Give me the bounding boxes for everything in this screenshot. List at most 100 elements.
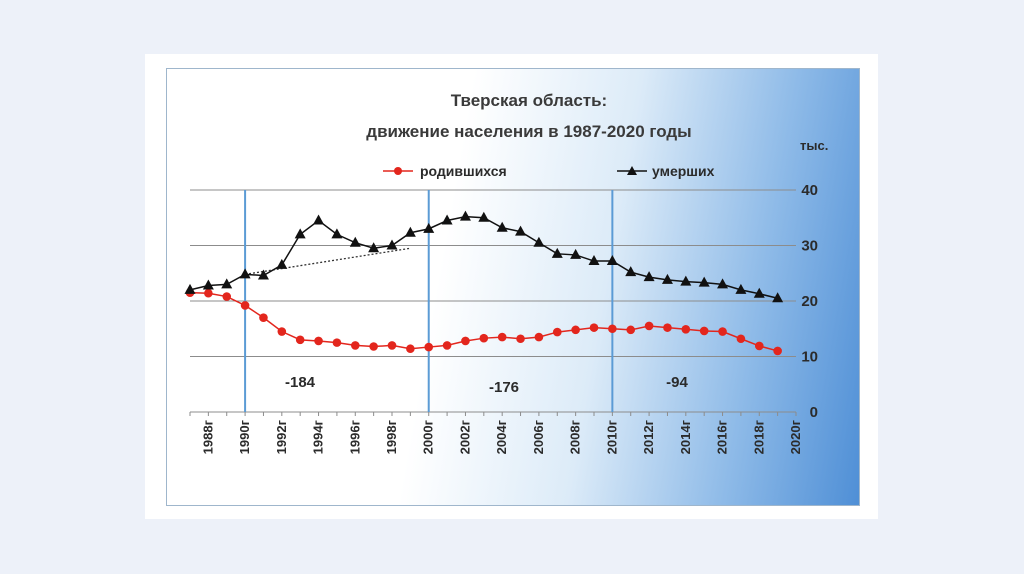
- data-point-births: [644, 321, 654, 331]
- data-point-births: [663, 323, 672, 332]
- unit-label: тыс.: [800, 138, 828, 153]
- series-line-1: [189, 215, 778, 299]
- data-point-deaths: [202, 279, 214, 290]
- data-point-births: [626, 325, 636, 335]
- data-point-births: [552, 327, 562, 337]
- data-point-births: [406, 344, 415, 354]
- x-tick-label: 1992г: [274, 419, 289, 454]
- data-point-births: [424, 342, 434, 352]
- data-point-births: [314, 336, 323, 346]
- y-tick-label: 10: [801, 349, 818, 366]
- x-tick-label: 2014г: [678, 419, 693, 454]
- x-tick-label: 2010г: [604, 419, 619, 454]
- data-point-births: [773, 346, 782, 356]
- data-point-births: [240, 301, 250, 310]
- data-point-deaths: [570, 248, 582, 259]
- data-point-deaths: [276, 258, 288, 269]
- y-tick-label: 0: [810, 404, 818, 421]
- chart-subtitle: движение населения в 1987-2020 годы: [366, 122, 691, 141]
- y-tick-label: 20: [801, 293, 818, 310]
- x-tick-label: 2004г: [494, 419, 509, 454]
- data-point-births: [461, 336, 470, 346]
- data-point-deaths: [496, 221, 508, 232]
- data-point-deaths: [404, 226, 416, 237]
- data-point-deaths: [313, 214, 325, 225]
- data-point-deaths: [221, 278, 233, 289]
- x-tick-label: 2006г: [531, 419, 546, 454]
- trend-line: [244, 247, 411, 276]
- x-tick-label: 2016г: [715, 419, 730, 454]
- data-point-deaths: [459, 210, 471, 221]
- data-point-deaths: [478, 211, 490, 222]
- x-axis-ticks: 1988г 1990г 1992г 1994г 1996г 1998г 2000г 2002г…: [200, 419, 803, 454]
- legend-marker-births: [394, 167, 402, 175]
- x-tick-label: 2012г: [641, 419, 656, 454]
- data-point-deaths: [661, 273, 673, 284]
- x-tick-label: 1990г: [237, 419, 252, 454]
- data-point-births: [295, 335, 305, 345]
- annotation-2010s: -94: [666, 374, 688, 391]
- data-point-deaths: [643, 271, 655, 282]
- data-point-deaths: [735, 283, 747, 294]
- annotation-2000s: -176: [489, 379, 519, 396]
- data-point-births: [497, 332, 507, 342]
- legend-label-births: родившихся: [420, 163, 507, 179]
- data-point-deaths: [680, 275, 692, 286]
- data-point-deaths: [551, 247, 563, 258]
- data-point-births: [681, 325, 691, 334]
- data-point-deaths: [515, 225, 527, 236]
- data-point-births: [479, 333, 489, 343]
- legend-label-deaths: умерших: [652, 163, 715, 179]
- data-point-births: [277, 327, 287, 336]
- data-point-deaths: [184, 283, 196, 294]
- x-tick-label: 1988г: [200, 419, 215, 454]
- x-tick-label: 1994г: [311, 419, 326, 454]
- data-point-deaths: [386, 239, 398, 250]
- data-point-births: [699, 326, 709, 336]
- data-point-deaths: [717, 278, 729, 289]
- data-point-births: [534, 332, 544, 342]
- data-point-deaths: [441, 214, 453, 225]
- data-point-deaths: [772, 292, 784, 303]
- data-point-deaths: [257, 269, 269, 280]
- data-point-deaths: [239, 268, 251, 279]
- data-point-births: [204, 288, 213, 298]
- data-point-deaths: [331, 228, 343, 239]
- legend: родившихся умерших: [383, 163, 715, 179]
- data-point-births: [387, 341, 397, 350]
- data-point-births: [222, 292, 232, 301]
- data-point-deaths: [606, 255, 618, 266]
- data-point-deaths: [533, 236, 545, 247]
- x-tick-label: 1996г: [347, 419, 362, 454]
- data-point-births: [442, 341, 452, 350]
- data-point-births: [718, 327, 727, 336]
- chart-title: Тверская область:: [451, 91, 607, 110]
- y-tick-label: 40: [801, 182, 818, 199]
- x-tick-label: 2008г: [568, 419, 583, 454]
- data-point-births: [608, 324, 617, 334]
- x-tick-label: 2020г: [788, 419, 803, 454]
- data-point-deaths: [423, 222, 435, 233]
- x-tick-label: 2002г: [457, 419, 472, 454]
- data-point-deaths: [294, 228, 306, 239]
- chart-panel: [166, 68, 860, 506]
- x-tick-label: 1998г: [384, 419, 399, 454]
- data-point-deaths: [588, 255, 600, 266]
- data-point-deaths: [349, 236, 361, 247]
- data-point-births: [369, 342, 378, 351]
- legend-marker-deaths: [627, 166, 637, 175]
- data-point-births: [571, 325, 580, 335]
- annotation-1990s: -184: [285, 374, 316, 391]
- data-point-deaths: [698, 276, 710, 287]
- data-point-deaths: [368, 242, 380, 253]
- y-axis-ticks: 0 10 20 30 40: [801, 182, 818, 421]
- x-tick-label: 2018г: [751, 419, 766, 454]
- data-point-births: [259, 313, 268, 322]
- plot-area: [184, 210, 784, 356]
- data-point-deaths: [753, 287, 765, 298]
- data-point-births: [350, 341, 360, 350]
- y-tick-label: 30: [801, 238, 818, 255]
- data-point-births: [736, 334, 746, 344]
- data-point-births: [754, 341, 764, 351]
